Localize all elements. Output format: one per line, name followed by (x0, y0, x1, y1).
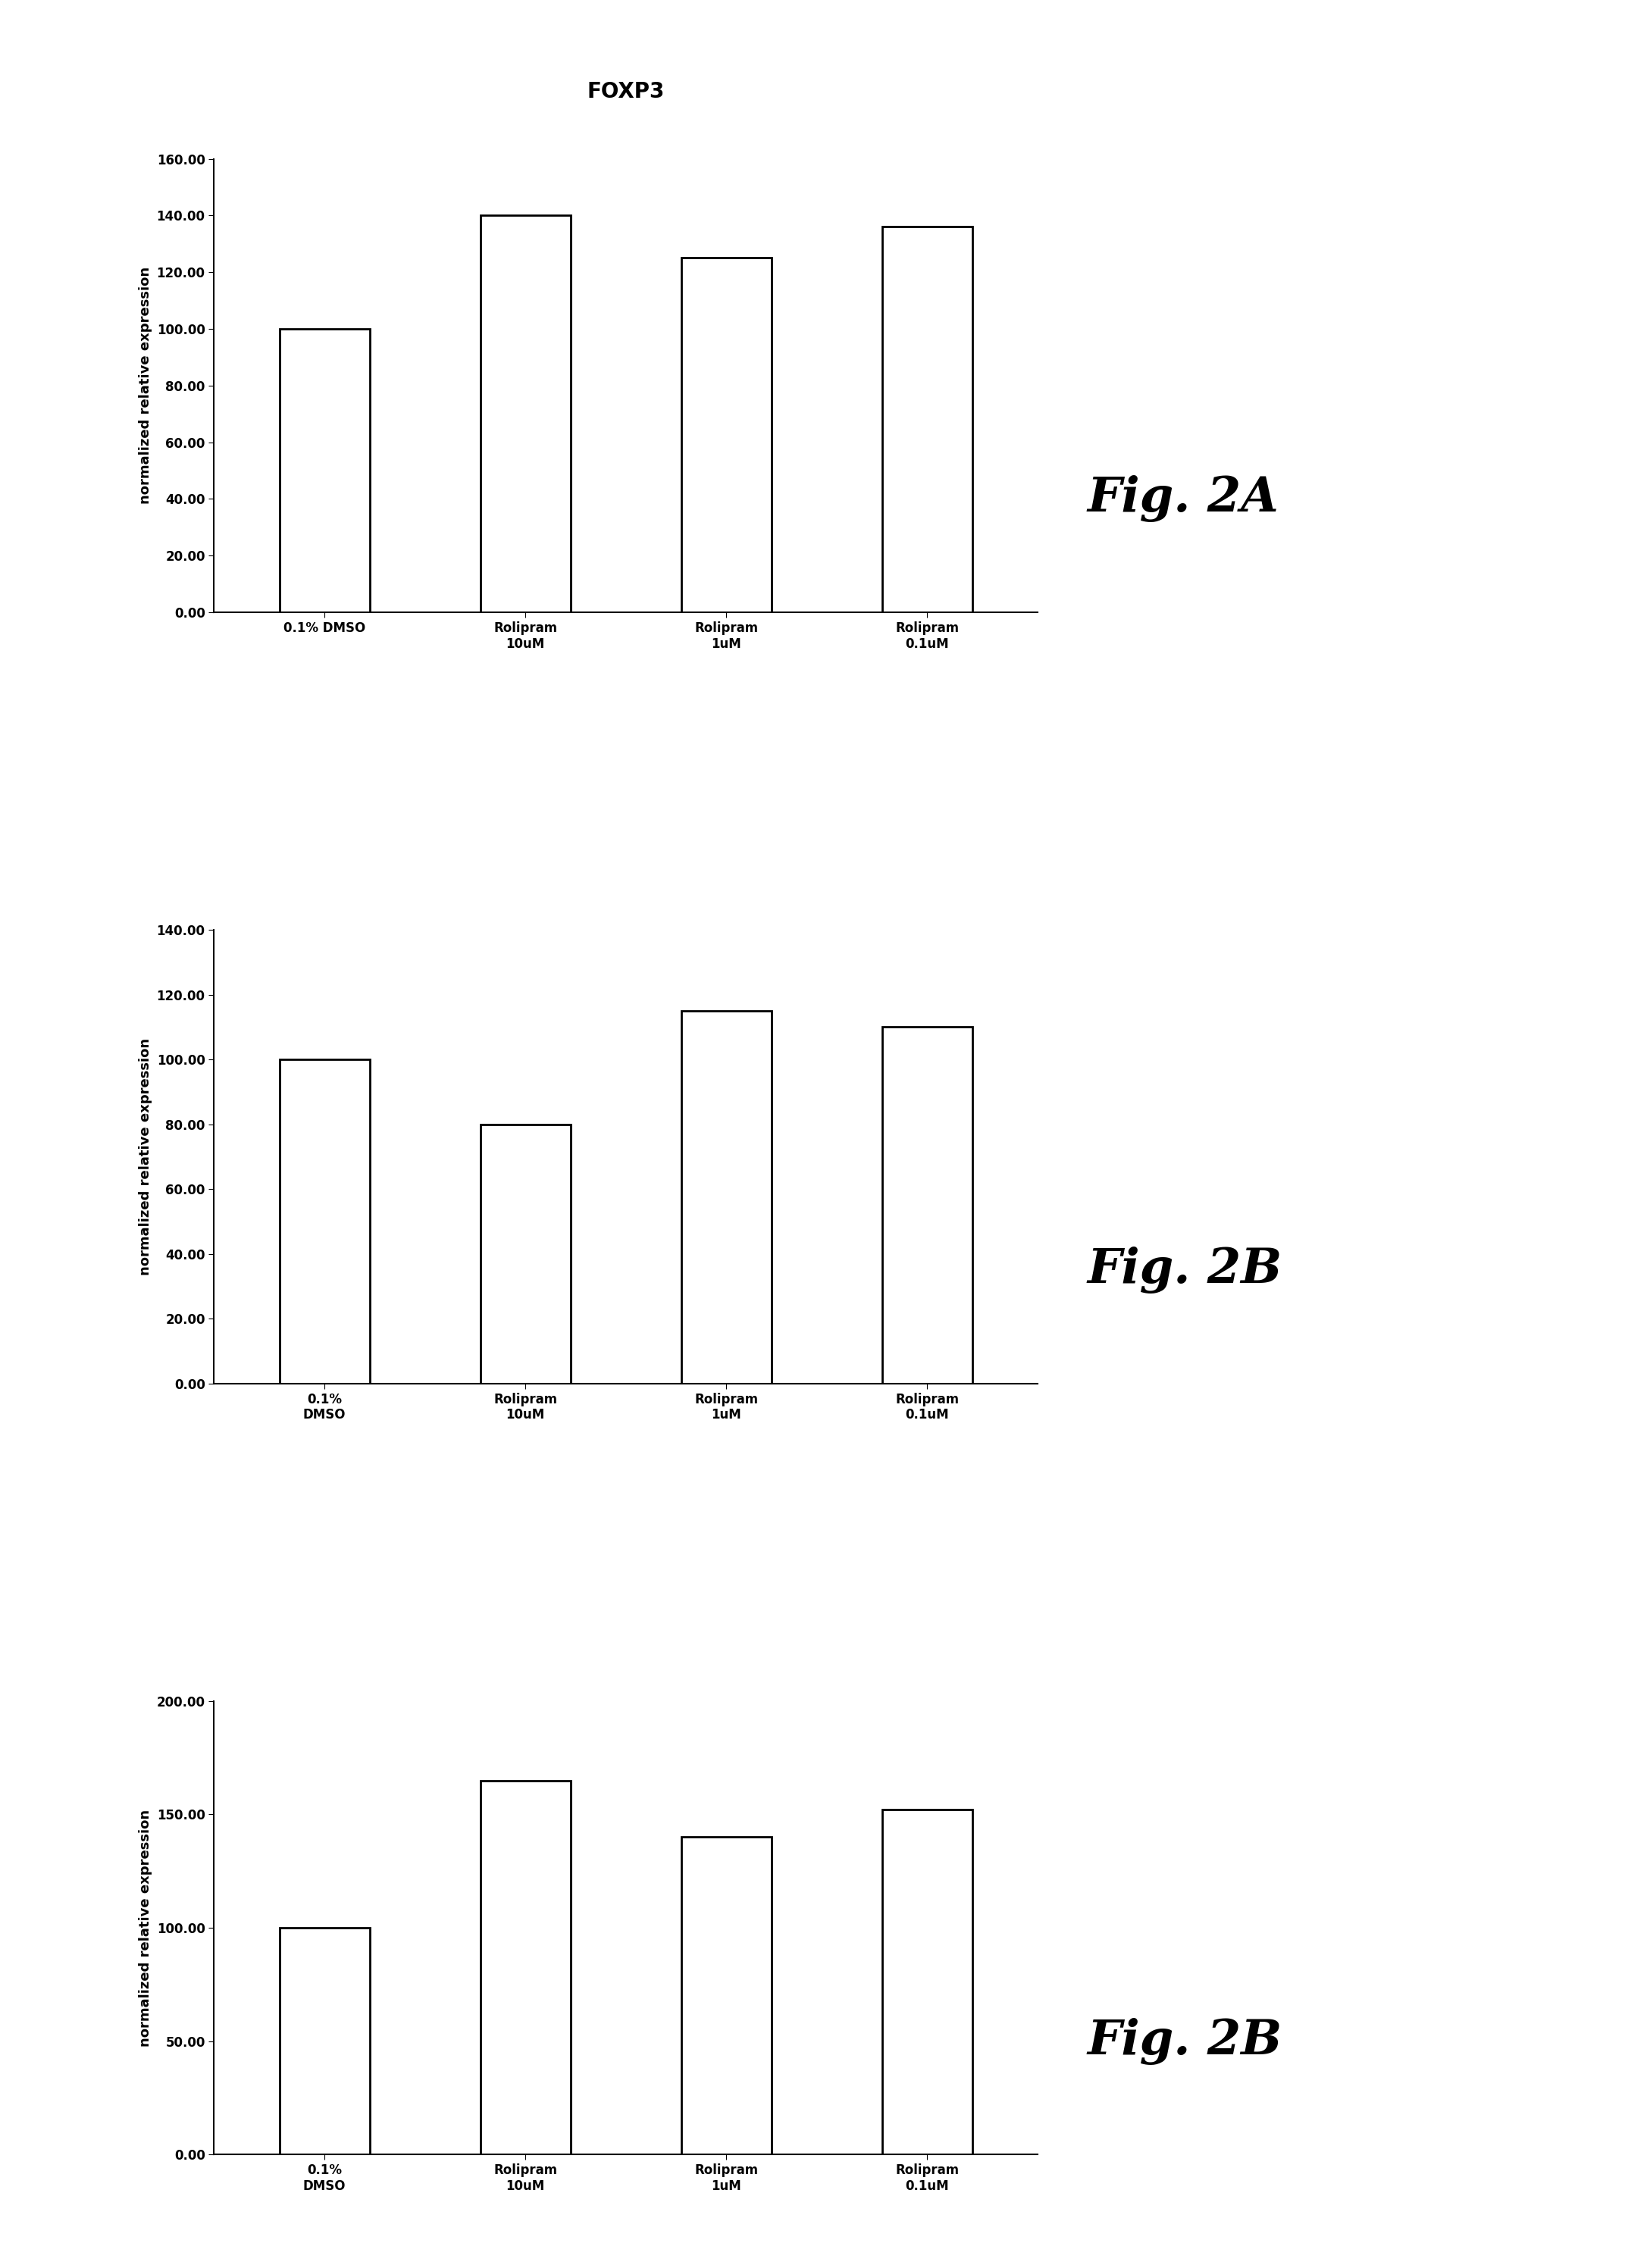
Bar (481, 1125, 570, 1383)
Y-axis label: normalized relative expression: normalized relative expression (138, 1810, 153, 2046)
Bar (280, 1928, 371, 2155)
Bar (682, 1012, 771, 1383)
Y-axis label: normalized relative expression: normalized relative expression (138, 1039, 153, 1275)
Text: FOXP3: FOXP3 (586, 82, 665, 102)
Bar (682, 1837, 771, 2155)
Bar (280, 1059, 371, 1383)
Bar (881, 1027, 972, 1383)
Bar (481, 1780, 570, 2155)
Y-axis label: normalized relative expression: normalized relative expression (138, 268, 153, 503)
Bar (881, 1810, 972, 2155)
Bar (481, 215, 570, 612)
Bar (881, 227, 972, 612)
Bar (280, 329, 371, 612)
Bar (682, 259, 771, 612)
Text: Fig. 2A: Fig. 2A (1087, 476, 1278, 522)
Text: Fig. 2B: Fig. 2B (1087, 1247, 1281, 1293)
Text: Fig. 2B: Fig. 2B (1087, 2019, 1281, 2064)
